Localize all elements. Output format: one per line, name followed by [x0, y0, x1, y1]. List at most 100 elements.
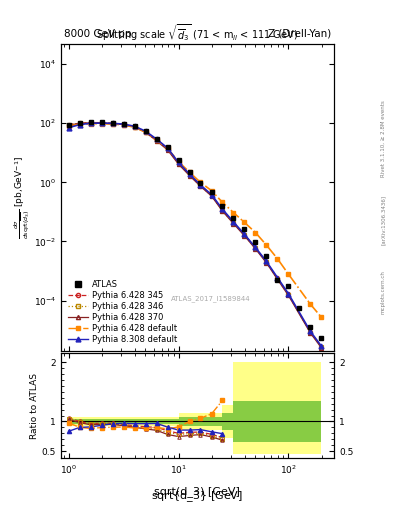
Pythia 6.428 345	[319, 344, 324, 350]
Pythia 6.428 370	[187, 173, 192, 179]
Pythia 6.428 346	[231, 220, 236, 226]
Pythia 8.308 default	[176, 159, 181, 165]
Pythia 6.428 default	[66, 122, 71, 129]
Pythia 6.428 345	[231, 220, 236, 226]
Pythia 6.428 345	[209, 193, 214, 199]
Pythia 6.428 345	[242, 231, 247, 238]
Line: ATLAS: ATLAS	[66, 120, 324, 340]
Pythia 6.428 370	[209, 193, 214, 199]
Pythia 6.428 346	[66, 122, 71, 128]
Pythia 6.428 370	[275, 276, 280, 283]
Pythia 8.308 default	[231, 219, 236, 225]
Pythia 6.428 345	[198, 182, 203, 188]
ATLAS	[99, 119, 104, 125]
Text: Rivet 3.1.10, ≥ 2.8M events: Rivet 3.1.10, ≥ 2.8M events	[381, 100, 386, 177]
Pythia 6.428 370	[231, 221, 236, 227]
Pythia 6.428 345	[253, 245, 258, 251]
Pythia 8.308 default	[121, 121, 126, 127]
Pythia 6.428 346	[99, 120, 104, 126]
Pythia 6.428 default	[165, 145, 170, 152]
Pythia 6.428 default	[253, 229, 258, 236]
Pythia 6.428 370	[66, 122, 71, 128]
Legend: ATLAS, Pythia 6.428 345, Pythia 6.428 346, Pythia 6.428 370, Pythia 6.428 defaul: ATLAS, Pythia 6.428 345, Pythia 6.428 34…	[65, 277, 180, 347]
Line: Pythia 8.308 default: Pythia 8.308 default	[66, 121, 324, 349]
ATLAS	[286, 283, 291, 289]
ATLAS	[275, 278, 280, 284]
Pythia 6.428 345	[220, 207, 225, 214]
ATLAS	[121, 121, 126, 127]
Pythia 6.428 346	[187, 172, 192, 178]
Pythia 6.428 default	[99, 121, 104, 127]
Pythia 6.428 345	[88, 119, 93, 125]
Pythia 6.428 370	[286, 292, 291, 298]
Pythia 6.428 370	[132, 124, 137, 130]
Pythia 6.428 370	[253, 246, 258, 252]
ATLAS	[187, 169, 192, 175]
Pythia 6.428 default	[77, 121, 82, 127]
ATLAS	[220, 203, 225, 209]
Pythia 6.428 346	[209, 193, 214, 199]
Pythia 6.428 346	[143, 129, 148, 135]
Pythia 6.428 346	[132, 124, 137, 130]
Pythia 6.428 346	[319, 344, 324, 350]
Pythia 8.308 default	[253, 244, 258, 250]
Pythia 6.428 346	[198, 183, 203, 189]
ATLAS	[297, 305, 302, 311]
Text: sqrt(d_3) [GeV]: sqrt(d_3) [GeV]	[154, 486, 239, 497]
Pythia 6.428 345	[275, 275, 280, 282]
Pythia 6.428 346	[308, 330, 313, 336]
Line: Pythia 6.428 345: Pythia 6.428 345	[66, 120, 323, 349]
ATLAS	[110, 120, 115, 126]
Pythia 6.428 370	[154, 138, 159, 144]
Pythia 6.428 346	[176, 161, 181, 167]
Polygon shape	[69, 401, 321, 442]
Pythia 6.428 default	[198, 179, 203, 185]
ATLAS	[198, 180, 203, 186]
ATLAS	[176, 157, 181, 163]
Pythia 6.428 345	[99, 120, 104, 126]
Pythia 6.428 346	[275, 276, 280, 282]
Pythia 6.428 default	[275, 255, 280, 262]
Pythia 6.428 370	[77, 120, 82, 126]
Pythia 8.308 default	[110, 120, 115, 126]
Text: ATLAS_2017_I1589844: ATLAS_2017_I1589844	[171, 295, 251, 302]
Text: Z (Drell-Yan): Z (Drell-Yan)	[268, 29, 331, 39]
Pythia 6.428 346	[154, 137, 159, 143]
Pythia 6.428 default	[143, 129, 148, 135]
Pythia 8.308 default	[187, 171, 192, 177]
Pythia 6.428 default	[242, 219, 247, 225]
ATLAS	[77, 120, 82, 126]
Pythia 6.428 346	[220, 208, 225, 214]
Pythia 6.428 345	[286, 291, 291, 297]
Pythia 6.428 370	[88, 120, 93, 126]
Pythia 6.428 default	[220, 199, 225, 205]
Text: $\mathrm{sqrt\{d\_3\}}$ [GeV]: $\mathrm{sqrt\{d\_3\}}$ [GeV]	[151, 489, 243, 504]
Pythia 6.428 370	[242, 233, 247, 239]
ATLAS	[88, 119, 93, 125]
Pythia 6.428 346	[165, 146, 170, 153]
Pythia 8.308 default	[154, 136, 159, 142]
Pythia 6.428 370	[319, 345, 324, 351]
ATLAS	[209, 189, 214, 196]
Pythia 6.428 default	[154, 137, 159, 143]
ATLAS	[132, 123, 137, 129]
ATLAS	[231, 215, 236, 221]
Pythia 8.308 default	[198, 182, 203, 188]
Pythia 6.428 345	[132, 124, 137, 130]
Pythia 6.428 345	[143, 129, 148, 135]
Pythia 6.428 default	[176, 159, 181, 165]
ATLAS	[264, 253, 269, 259]
Pythia 8.308 default	[242, 231, 247, 238]
Pythia 8.308 default	[66, 124, 71, 131]
Pythia 8.308 default	[209, 191, 214, 198]
Pythia 6.428 370	[220, 208, 225, 214]
Pythia 6.428 345	[176, 160, 181, 166]
Pythia 6.428 346	[88, 120, 93, 126]
Pythia 6.428 345	[165, 146, 170, 152]
Line: Pythia 6.428 default: Pythia 6.428 default	[66, 121, 324, 320]
Pythia 6.428 default	[187, 169, 192, 175]
Pythia 6.428 default	[110, 121, 115, 127]
Pythia 6.428 346	[121, 121, 126, 127]
Pythia 6.428 346	[77, 120, 82, 126]
Pythia 8.308 default	[165, 145, 170, 151]
